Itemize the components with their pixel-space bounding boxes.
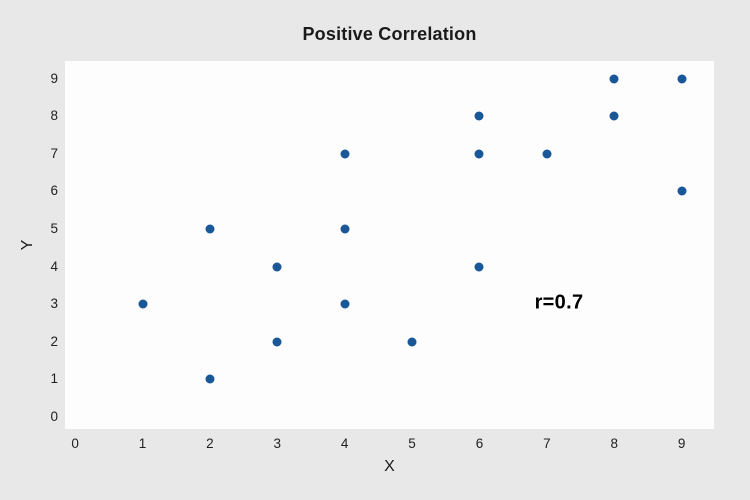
y-tick-label: 6 [50, 183, 58, 199]
y-tick-label: 7 [50, 145, 58, 161]
y-tick-label: 0 [50, 408, 58, 424]
x-tick-label: 0 [71, 436, 79, 451]
data-point [474, 262, 484, 272]
data-point [205, 374, 215, 384]
data-point [340, 299, 350, 309]
x-tick-label: 6 [475, 436, 484, 451]
data-point [340, 149, 350, 159]
data-point [272, 337, 282, 347]
data-point [677, 186, 687, 196]
data-point [340, 224, 350, 234]
x-tick-label: 9 [677, 436, 686, 451]
y-tick-label: 5 [50, 221, 58, 237]
data-point [138, 299, 147, 309]
x-axis-label: X [384, 458, 395, 475]
plot-area [65, 61, 714, 429]
y-tick-label: 3 [50, 296, 58, 312]
data-point [677, 74, 687, 84]
data-point [407, 337, 417, 347]
data-point [272, 262, 282, 272]
y-tick-label: 4 [50, 258, 58, 274]
x-tick-label: 8 [610, 436, 619, 451]
data-point [609, 111, 619, 121]
y-tick-label: 2 [50, 333, 58, 349]
y-tick-label: 9 [50, 70, 58, 86]
data-point [474, 111, 484, 121]
data-point [609, 74, 619, 84]
x-tick-label: 7 [543, 436, 551, 451]
y-tick-label: 1 [50, 371, 58, 387]
chart-title: Positive Correlation [302, 24, 477, 44]
x-tick-label: 5 [408, 436, 416, 451]
x-tick-label: 1 [138, 436, 147, 451]
x-tick-label: 2 [206, 436, 214, 451]
y-tick-label: 8 [50, 108, 58, 124]
x-tick-label: 3 [273, 436, 282, 451]
x-tick-label: 4 [340, 436, 349, 451]
correlation-annotation: r=0.7 [534, 291, 584, 314]
data-point [474, 149, 484, 159]
data-point [205, 224, 215, 234]
data-point [542, 149, 552, 159]
